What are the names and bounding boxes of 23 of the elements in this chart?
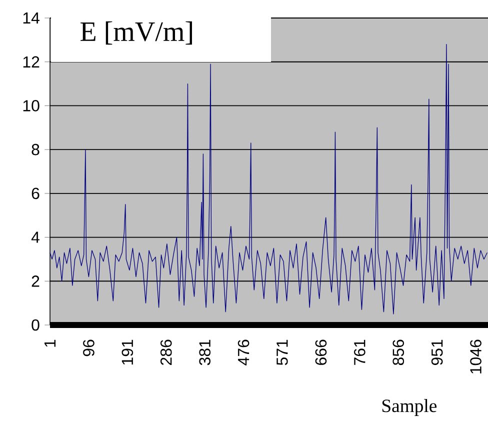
x-tick-label: 286 <box>160 340 172 365</box>
x-tick-label: 381 <box>199 340 210 366</box>
y-tick-label: 2 <box>32 276 40 287</box>
line-series <box>50 44 488 314</box>
x-tick-label: 951 <box>431 340 443 365</box>
x-tick-label: 96 <box>83 340 94 356</box>
x-tick-label: 761 <box>354 340 366 365</box>
y-tick-label: 10 <box>23 100 40 112</box>
x-tick-label: 1046 <box>470 340 482 374</box>
y-tick-label: 14 <box>23 12 40 24</box>
x-tick-label: 191 <box>122 340 134 365</box>
x-axis-title: Sample <box>382 399 437 416</box>
y-tick-label: 12 <box>23 56 40 68</box>
y-tick-label: 8 <box>32 144 40 156</box>
x-tick-label: 571 <box>276 340 288 366</box>
y-tick-label: 6 <box>32 188 40 200</box>
x-tick-label: 476 <box>238 340 250 366</box>
y-tick-label: 0 <box>32 319 40 331</box>
x-tick-label: 856 <box>392 340 404 366</box>
x-tick-label: 666 <box>315 340 327 365</box>
y-tick-label: 4 <box>31 232 40 243</box>
y-axis-title: E [mV/m] <box>80 21 192 45</box>
x-tick-label: 1 <box>44 340 56 347</box>
